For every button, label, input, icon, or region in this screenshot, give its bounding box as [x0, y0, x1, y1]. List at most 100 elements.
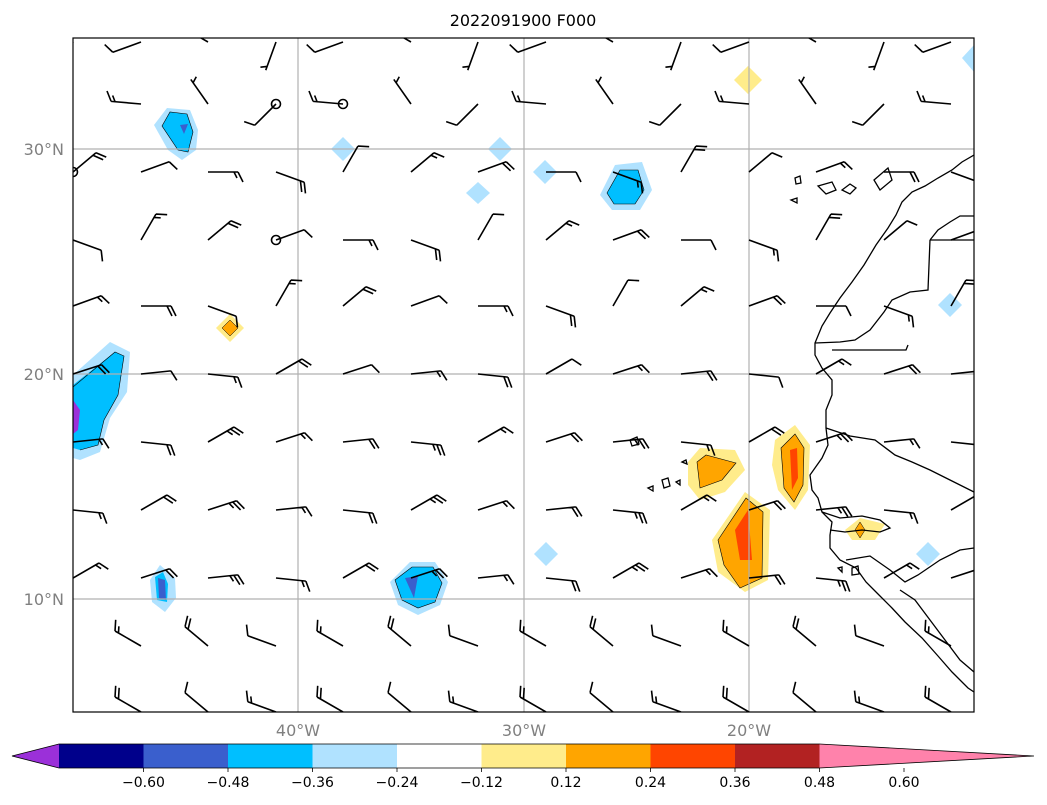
wind-barb — [245, 690, 277, 712]
wind-barb — [207, 219, 242, 241]
wind-barb — [950, 567, 974, 579]
coastline — [629, 154, 974, 693]
wind-barb — [342, 562, 379, 579]
wind-barb — [924, 685, 952, 712]
wind-barb — [680, 494, 717, 511]
wind-barb — [586, 38, 614, 43]
wind-barb — [73, 41, 74, 71]
wind-barb — [477, 373, 513, 388]
wind-barb — [141, 305, 177, 317]
wind-barb — [477, 574, 515, 585]
wind-barb — [650, 690, 682, 712]
wind-barb — [680, 370, 718, 382]
wind-barb — [140, 370, 178, 381]
wind-barb — [384, 38, 412, 43]
wind-barb — [410, 567, 448, 579]
wind-barb — [884, 171, 920, 183]
wind-barb — [462, 41, 479, 71]
wind-barb — [275, 171, 307, 194]
wind-barb — [853, 624, 885, 647]
wind-barb — [342, 363, 380, 375]
wind-barb — [445, 103, 479, 126]
lat-label-20n: 20°N — [24, 365, 64, 384]
colorbar-segment — [735, 744, 820, 768]
wind-barb — [648, 103, 682, 126]
wind-barb — [73, 294, 110, 307]
wind-barb — [722, 685, 750, 712]
wind-barb — [477, 213, 505, 241]
negative-anomaly-patch — [390, 562, 448, 615]
wind-barb — [792, 681, 817, 712]
colorbar-segment — [566, 744, 651, 768]
wind-barb — [519, 685, 547, 712]
wind-barb — [722, 619, 750, 647]
wind-barb — [410, 239, 442, 262]
wind-barb — [410, 151, 445, 173]
colorbar: −0.60 −0.48 −0.36 −0.24 −0.12 0.12 0.24 0.36 0.4… — [11, 743, 1035, 791]
latitude-labels: 30°N 20°N 10°N — [24, 140, 64, 609]
wind-barb — [260, 41, 277, 71]
wind-barb — [815, 358, 852, 375]
wind-barb — [612, 279, 640, 307]
wind-barb — [208, 171, 244, 183]
colorbar-segment — [312, 744, 398, 768]
colorbar-segment — [228, 744, 313, 768]
wind-barb — [393, 76, 412, 105]
positive-anomaly-patch — [688, 448, 745, 500]
wind-barb — [883, 438, 921, 449]
wind-barb — [545, 219, 580, 241]
wind-barb — [73, 562, 109, 579]
colorbar-extend-max — [819, 744, 1034, 768]
wind-barb — [612, 228, 650, 241]
wind-barb — [815, 160, 853, 173]
wind-barb — [853, 690, 885, 712]
wind-barb — [306, 41, 344, 54]
wind-barb — [410, 441, 446, 456]
wind-barb — [612, 509, 648, 524]
lon-label-20w: 20°W — [727, 721, 771, 740]
wind-barb — [106, 90, 142, 105]
wind-barb — [612, 363, 650, 375]
lon-label-30w: 30°W — [502, 721, 546, 740]
negative-anomaly-patch — [466, 182, 490, 204]
wind-barb — [477, 426, 514, 443]
wind-barb — [387, 681, 412, 712]
map-gridlines — [73, 38, 974, 712]
wind-barb — [184, 615, 209, 647]
wind-barb — [748, 151, 783, 173]
wind-barb — [950, 171, 974, 194]
wind-barb — [950, 441, 974, 456]
wind-barb — [410, 370, 448, 381]
colorbar-tick-label: 0.36 — [719, 775, 750, 791]
wind-barb — [815, 577, 851, 592]
map-title: 2022091900 F000 — [450, 11, 597, 30]
wind-barb — [73, 509, 108, 524]
wind-barb — [73, 438, 110, 449]
negative-anomaly-patch — [962, 45, 974, 72]
wind-barb — [712, 41, 750, 54]
wind-barb — [207, 373, 243, 388]
positive-anomaly-patch — [845, 518, 885, 540]
calm-wind-marker — [337, 98, 349, 110]
wind-barb — [950, 279, 974, 307]
wind-barb — [73, 239, 104, 262]
negative-anomaly-patch — [154, 108, 198, 160]
positive-anomaly-patch — [712, 492, 770, 592]
lat-label-10n: 10°N — [24, 590, 64, 609]
wind-barb — [140, 160, 178, 173]
wind-barb — [612, 438, 650, 450]
wind-barb — [447, 690, 479, 712]
wind-barb — [104, 41, 142, 54]
wind-barb — [140, 213, 168, 241]
colorbar-tick-label: 0.24 — [635, 775, 666, 791]
colorbar-tick-label: 0.12 — [550, 775, 581, 791]
wind-barb — [275, 577, 311, 592]
calm-wind-marker — [270, 234, 282, 246]
wind-barb — [275, 358, 312, 375]
shaded-contours — [73, 45, 974, 615]
wind-barb — [815, 506, 853, 518]
colorbar-extend-min — [12, 744, 59, 768]
wind-barb — [798, 76, 817, 105]
wind-barb — [509, 41, 547, 54]
wind-barb — [545, 577, 581, 592]
